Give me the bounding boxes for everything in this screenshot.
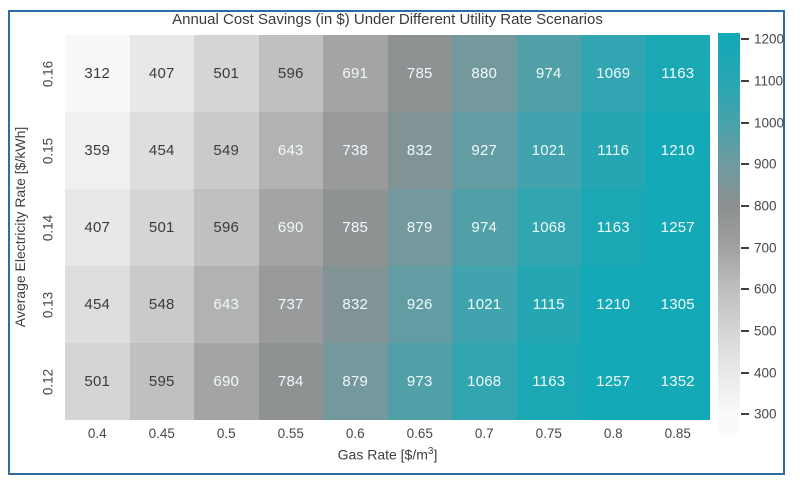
x-tick-label: 0.6: [345, 426, 365, 441]
colorbar-tick-label: 400: [754, 365, 777, 381]
heatmap-cell: 643: [258, 112, 323, 189]
x-tick-label: 0.85: [664, 426, 691, 441]
heatmap-cell: 596: [194, 189, 259, 266]
heatmap-cell: 1068: [516, 189, 581, 266]
x-tick-label: 0.65: [406, 426, 433, 441]
colorbar-tick-label: 700: [754, 240, 777, 256]
y-tick-label: 0.13: [40, 291, 56, 318]
colorbar-tick-label: 800: [754, 198, 777, 214]
colorbar-tick-mark: [741, 246, 749, 249]
heatmap-cell: 1069: [581, 35, 646, 112]
colorbar-tick-mark: [741, 163, 749, 166]
colorbar-tick-mark: [741, 288, 749, 291]
heatmap-cell: 785: [387, 35, 452, 112]
colorbar-tick-label: 1000: [754, 115, 785, 131]
heatmap-cell: 784: [258, 343, 323, 420]
colorbar-tick-mark: [741, 204, 749, 207]
chart-title: Annual Cost Savings (in $) Under Differe…: [172, 11, 603, 28]
heatmap-cell: 1163: [645, 35, 710, 112]
heatmap-cell: 1163: [581, 189, 646, 266]
colorbar-tick-label: 500: [754, 323, 777, 339]
colorbar-tick-label: 600: [754, 281, 777, 297]
heatmap-cell: 549: [194, 112, 259, 189]
x-axis-label: Gas Rate [$/m3]: [65, 446, 710, 463]
heatmap-cell: 1352: [645, 343, 710, 420]
heatmap-cell: 407: [65, 189, 130, 266]
heatmap-cell: 974: [516, 35, 581, 112]
x-tick-label: 0.5: [216, 426, 236, 441]
heatmap-cell: 454: [65, 266, 130, 343]
heatmap-cell: 738: [323, 112, 388, 189]
y-tick-label: 0.12: [40, 368, 56, 395]
colorbar-tick-label: 1200: [754, 31, 785, 47]
colorbar-tick-mark: [741, 329, 749, 332]
colorbar-tick-mark: [741, 413, 749, 416]
x-axis-label-text: Gas Rate [$/m: [337, 446, 428, 463]
heatmap-cell: 879: [387, 189, 452, 266]
heatmap-cell: 927: [452, 112, 517, 189]
heatmap-cell: 879: [323, 343, 388, 420]
heatmap-cell: 1116: [581, 112, 646, 189]
heatmap-cell: 1257: [581, 343, 646, 420]
colorbar-tick-mark: [741, 38, 749, 41]
x-tick-label: 0.75: [535, 426, 562, 441]
heatmap-cell: 926: [387, 266, 452, 343]
heatmap-cell: 1021: [452, 266, 517, 343]
heatmap-cell: 1163: [516, 343, 581, 420]
x-tick-label: 0.7: [474, 426, 494, 441]
colorbar-tick-mark: [741, 371, 749, 374]
colorbar-tick-mark: [741, 121, 749, 124]
heatmap-cell: 643: [194, 266, 259, 343]
heatmap-plot: 312 407 501 596 691 785 880 974 1069 1163 359 454 54…: [65, 35, 710, 420]
colorbar: [718, 33, 740, 433]
heatmap-cell: 1305: [645, 266, 710, 343]
x-tick-label: 0.45: [148, 426, 175, 441]
heatmap-cell: 832: [323, 266, 388, 343]
heatmap-cell: 1210: [645, 112, 710, 189]
heatmap-cell: 1021: [516, 112, 581, 189]
heatmap-cell: 359: [65, 112, 130, 189]
heatmap-cell: 832: [387, 112, 452, 189]
heatmap-cell: 596: [258, 35, 323, 112]
y-tick-label: 0.16: [40, 60, 56, 87]
heatmap-cell: 501: [194, 35, 259, 112]
colorbar-tick-label: 300: [754, 406, 777, 422]
heatmap-cell: 407: [129, 35, 194, 112]
x-tick-label: 0.8: [603, 426, 623, 441]
y-tick-label: 0.15: [40, 137, 56, 164]
heatmap-cell: 501: [65, 343, 130, 420]
heatmap-cell: 690: [258, 189, 323, 266]
x-axis-label-superscript: 3: [427, 446, 434, 457]
heatmap-cell: 737: [258, 266, 323, 343]
heatmap-cell: 973: [387, 343, 452, 420]
heatmap-cell: 454: [129, 112, 194, 189]
heatmap-cell: 595: [129, 343, 194, 420]
x-tick-label: 0.55: [277, 426, 304, 441]
heatmap-cell: 1115: [516, 266, 581, 343]
heatmap-cell: 690: [194, 343, 259, 420]
x-axis-label-suffix: ]: [433, 446, 438, 463]
colorbar-tick-label: 900: [754, 156, 777, 172]
heatmap-cell: 880: [452, 35, 517, 112]
heatmap-cell: 1068: [452, 343, 517, 420]
colorbar-tick-label: 1100: [754, 73, 784, 89]
heatmap-cell: 312: [65, 35, 130, 112]
heatmap-cell: 548: [129, 266, 194, 343]
heatmap-cell: 501: [129, 189, 194, 266]
y-tick-label: 0.14: [40, 214, 56, 241]
heatmap-cell: 691: [323, 35, 388, 112]
x-tick-label: 0.4: [87, 426, 107, 441]
heatmap-cell: 1257: [645, 189, 710, 266]
colorbar-tick-mark: [741, 79, 749, 82]
heatmap-cell: 974: [452, 189, 517, 266]
heatmap-cell: 785: [323, 189, 388, 266]
heatmap-cell: 1210: [581, 266, 646, 343]
y-axis-label: Average Electricity Rate [$/kWh]: [12, 126, 28, 328]
